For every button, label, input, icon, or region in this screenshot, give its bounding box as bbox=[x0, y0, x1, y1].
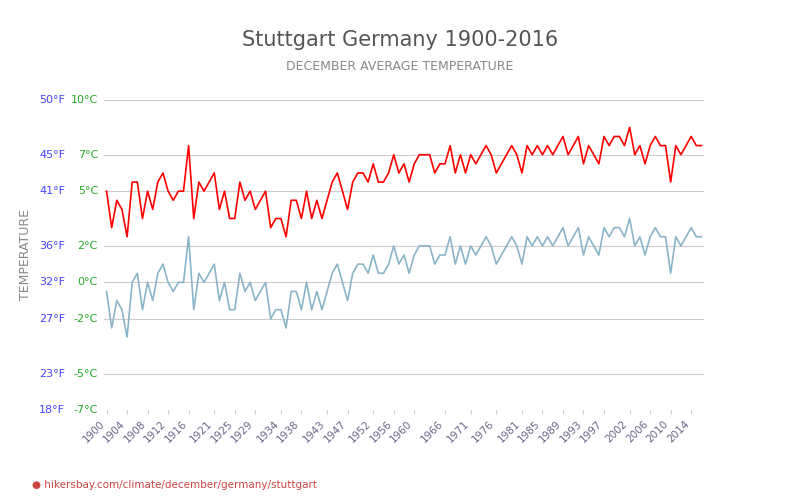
Text: -5°C: -5°C bbox=[74, 368, 98, 378]
Text: 36°F: 36°F bbox=[39, 241, 65, 251]
Text: 32°F: 32°F bbox=[39, 278, 65, 287]
Text: DECEMBER AVERAGE TEMPERATURE: DECEMBER AVERAGE TEMPERATURE bbox=[286, 60, 514, 73]
Text: Stuttgart Germany 1900-2016: Stuttgart Germany 1900-2016 bbox=[242, 30, 558, 50]
Text: -2°C: -2°C bbox=[74, 314, 98, 324]
Text: 50°F: 50°F bbox=[39, 95, 65, 105]
Text: ● hikersbay.com/climate/december/germany/stuttgart: ● hikersbay.com/climate/december/germany… bbox=[32, 480, 317, 490]
Text: 0°C: 0°C bbox=[78, 278, 98, 287]
Text: 23°F: 23°F bbox=[39, 368, 65, 378]
Text: 41°F: 41°F bbox=[39, 186, 65, 196]
Text: -7°C: -7°C bbox=[74, 405, 98, 415]
Y-axis label: TEMPERATURE: TEMPERATURE bbox=[19, 210, 32, 300]
Text: 27°F: 27°F bbox=[39, 314, 65, 324]
Text: 10°C: 10°C bbox=[70, 95, 98, 105]
Text: 2°C: 2°C bbox=[78, 241, 98, 251]
Text: 5°C: 5°C bbox=[78, 186, 98, 196]
Text: 7°C: 7°C bbox=[78, 150, 98, 160]
Text: 18°F: 18°F bbox=[39, 405, 65, 415]
Text: 45°F: 45°F bbox=[39, 150, 65, 160]
Legend: NIGHT, DAY: NIGHT, DAY bbox=[319, 498, 489, 500]
